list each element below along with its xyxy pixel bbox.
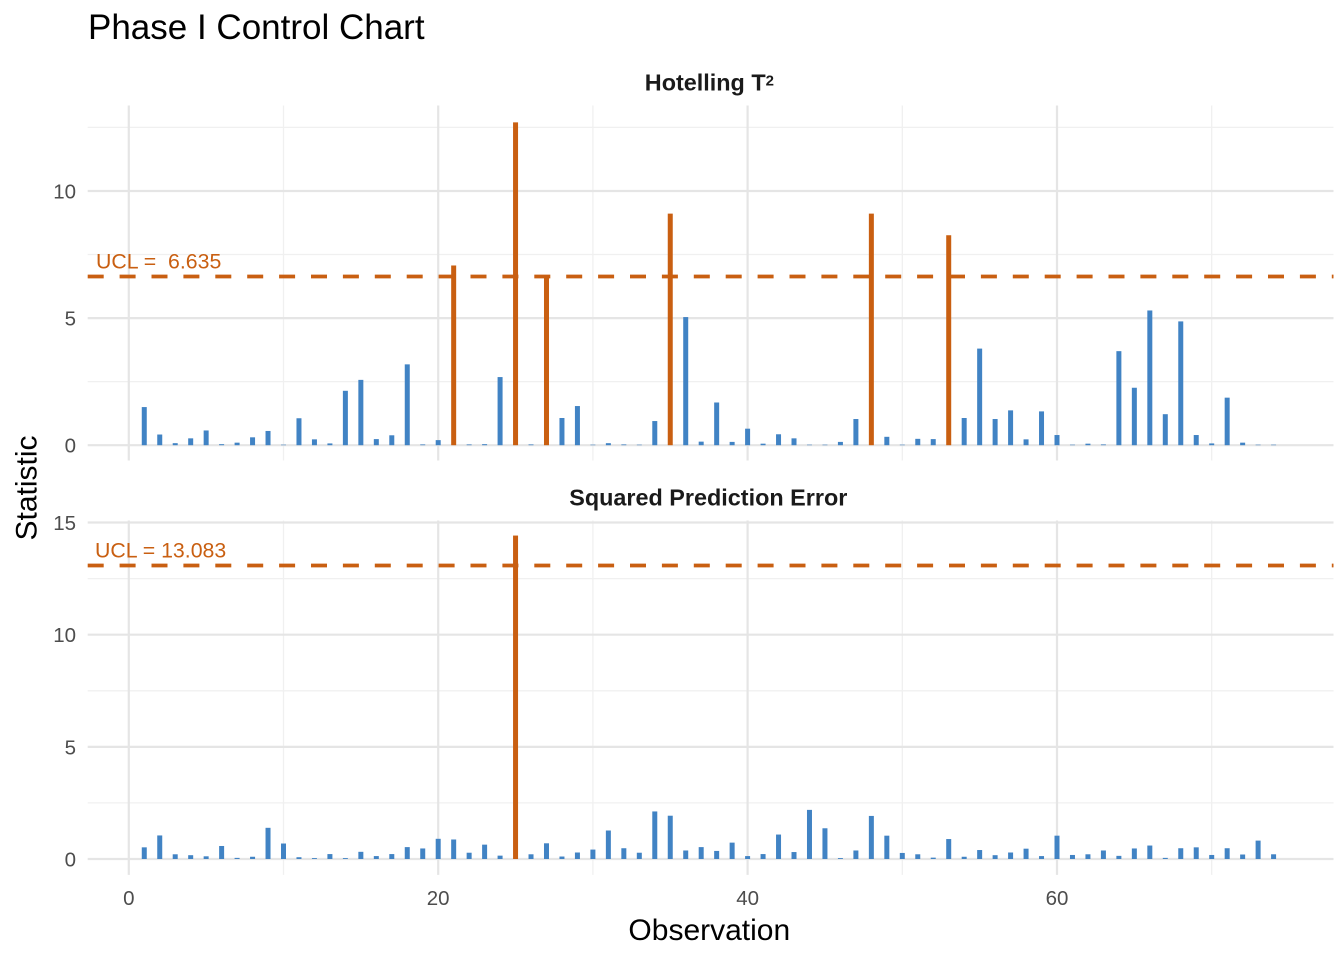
svg-text:0: 0 [123,887,134,910]
svg-text:40: 40 [736,887,759,910]
svg-text:UCL = 13.083: UCL = 13.083 [95,539,226,563]
svg-text:20: 20 [427,887,450,910]
svg-text:5: 5 [65,308,76,331]
svg-text:60: 60 [1046,887,1069,910]
svg-text:Hotelling T2: Hotelling T2 [645,70,774,96]
svg-text:Observation: Observation [628,914,790,947]
svg-text:10: 10 [53,624,76,647]
svg-text:UCL = 6.635: UCL = 6.635 [96,249,221,273]
svg-text:15: 15 [53,512,76,535]
svg-text:Phase I Control Chart: Phase I Control Chart [88,8,425,47]
svg-text:0: 0 [65,849,76,872]
svg-text:Statistic: Statistic [11,435,44,540]
svg-text:0: 0 [65,435,76,458]
svg-text:5: 5 [65,736,76,759]
svg-text:Squared Prediction Error: Squared Prediction Error [569,485,847,511]
svg-text:10: 10 [53,181,76,204]
